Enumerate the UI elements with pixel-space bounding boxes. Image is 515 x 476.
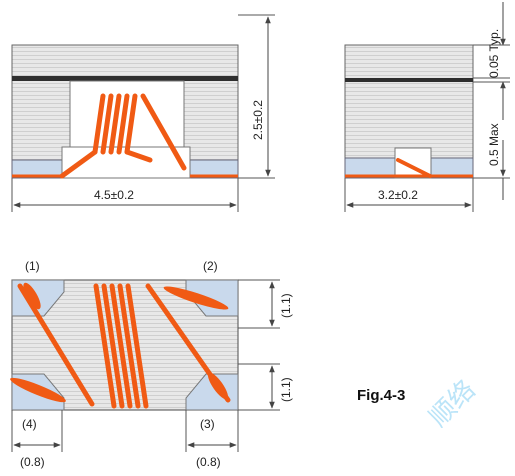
- bottom-view: (1) (2) (4) (3) (1.1) (1.1) (0.8) (0.8): [10, 259, 293, 469]
- bottom-lead-ends: [10, 282, 229, 403]
- side-top-band: [345, 78, 473, 82]
- watermark: 顺络: [423, 374, 481, 432]
- figure-label: Fig.4-3: [357, 387, 405, 404]
- side-coil: [396, 158, 432, 178]
- side-mid-label: 0.5 Max: [487, 123, 501, 166]
- corner-label-4: (4): [22, 417, 37, 431]
- side-view: 0.05 Typ. 0.5 Max 3.2±0.2: [344, 2, 510, 212]
- front-top-band: [12, 76, 238, 81]
- right-upper-label: (1.1): [279, 293, 293, 318]
- corner-label-1: (1): [25, 259, 40, 273]
- bottom-coil: [17, 283, 231, 409]
- front-view: 2.5±0.2 4.5±0.2: [11, 14, 275, 212]
- pad-3: [185, 373, 239, 411]
- corner-label-3: (3): [200, 417, 215, 431]
- right-width-label: (0.8): [196, 455, 221, 469]
- corner-label-2: (2): [203, 259, 218, 273]
- front-height-label: 2.5±0.2: [251, 100, 265, 140]
- right-lower-label: (1.1): [279, 377, 293, 402]
- side-width-label: 3.2±0.2: [378, 188, 418, 202]
- side-top-label: 0.05 Typ.: [487, 29, 501, 78]
- left-width-label: (0.8): [20, 455, 45, 469]
- front-coil: [59, 93, 187, 179]
- front-width-label: 4.5±0.2: [94, 188, 134, 202]
